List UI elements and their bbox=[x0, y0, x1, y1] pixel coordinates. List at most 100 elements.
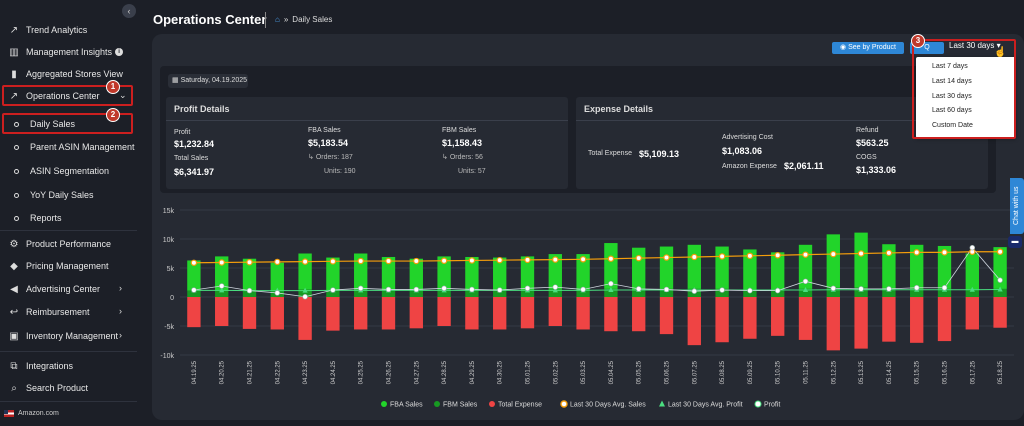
advertising-cost-label: Advertising Cost bbox=[722, 134, 773, 141]
store-selector[interactable]: Amazon.com bbox=[4, 410, 59, 417]
sidebar-subitem-label: Daily Sales bbox=[30, 119, 76, 129]
avg-profit-line bbox=[193, 288, 1001, 292]
fbm-sales-bar bbox=[242, 290, 257, 297]
dropdown-option-custom-date[interactable]: Custom Date bbox=[932, 122, 973, 129]
sidebar-subitem-parent-asin[interactable]: Parent ASIN Management bbox=[14, 140, 135, 154]
sidebar-item-advertising-center[interactable]: ◀ Advertising Center bbox=[8, 282, 100, 296]
fbm-sales-bar bbox=[854, 287, 868, 297]
x-tick-label: 04.22.25 bbox=[275, 360, 281, 384]
sidebar-item-integrations[interactable]: ⧉ Integrations bbox=[8, 359, 73, 373]
total-expense-bar bbox=[937, 297, 952, 342]
sidebar-item-management-insights[interactable]: ▥ Management Insights i bbox=[8, 45, 124, 59]
legend-label: FBM Sales bbox=[443, 402, 478, 409]
profit-point bbox=[636, 286, 642, 292]
total-expense-bar bbox=[215, 297, 229, 326]
x-tick-label: 05.10.25 bbox=[776, 360, 782, 384]
sidebar-subitem-asin-segmentation[interactable]: ASIN Segmentation bbox=[14, 164, 109, 178]
dropdown-option-last-14-days[interactable]: Last 14 days bbox=[932, 78, 972, 85]
x-tick-label: 04.28.25 bbox=[442, 360, 448, 384]
sidebar-item-label: Product Performance bbox=[26, 239, 112, 249]
chat-bubble-icon[interactable]: ▬ bbox=[1008, 236, 1022, 248]
chart-legend[interactable]: FBA Sales FBM Sales Total Expense Last 30 D… bbox=[381, 400, 780, 409]
sidebar-subitem-reports[interactable]: Reports bbox=[14, 211, 62, 225]
info-icon[interactable]: i bbox=[115, 48, 124, 56]
x-tick-label: 05.16.25 bbox=[943, 360, 949, 384]
fba-sales-bar bbox=[715, 246, 729, 289]
chevron-down-icon[interactable]: ⌄ bbox=[119, 90, 127, 100]
date-range-select[interactable]: Last 30 days ▾ bbox=[949, 41, 1001, 50]
total-expense-bar bbox=[437, 297, 451, 326]
fba-sales-bar bbox=[993, 247, 1007, 289]
chevron-right-icon[interactable]: › bbox=[119, 283, 122, 293]
total-expense-bar bbox=[604, 297, 618, 332]
avg-sales-point bbox=[746, 252, 754, 260]
fbm-sales-bar bbox=[798, 288, 813, 297]
chart-grid: 15k 10k 5k 0 -5k -10k bbox=[160, 208, 1014, 360]
breadcrumb-separator: » bbox=[283, 15, 289, 24]
profit-point bbox=[969, 244, 975, 251]
home-icon[interactable]: ⌂ bbox=[275, 15, 280, 24]
total-expense-label: Total Expense bbox=[588, 150, 632, 157]
x-tick-label: 04.25.25 bbox=[359, 360, 365, 384]
profit-point bbox=[274, 290, 281, 296]
sidebar-subitem-yoy-daily-sales[interactable]: YoY Daily Sales bbox=[14, 188, 94, 202]
bullet-icon bbox=[14, 121, 19, 127]
fba-sales-bar bbox=[937, 245, 952, 289]
fbm-sales-bar bbox=[882, 288, 896, 297]
total-expense-bar bbox=[548, 297, 562, 326]
fbm-sales-bar bbox=[548, 289, 562, 297]
chat-with-us-tab[interactable]: Chat with us bbox=[1010, 178, 1024, 234]
sidebar-item-label: Operations Center bbox=[26, 91, 100, 101]
x-tick-label: 04.21.25 bbox=[248, 360, 254, 384]
dropdown-option-last-30-days[interactable]: Last 30 days bbox=[932, 93, 972, 100]
bullet-icon bbox=[14, 215, 19, 221]
profit-point bbox=[552, 284, 558, 290]
legend-label: Last 30 Days Avg. Sales bbox=[570, 402, 646, 409]
fbm-sales-bar bbox=[715, 288, 729, 297]
sidebar-item-operations-center[interactable]: ↗ Operations Center bbox=[8, 89, 100, 103]
fbm-sales-bar bbox=[993, 288, 1007, 297]
x-tick-label: 05.14.25 bbox=[887, 360, 893, 384]
x-tick-label: 05.02.25 bbox=[553, 360, 559, 384]
total-expense-bar bbox=[576, 297, 590, 330]
profit-point bbox=[858, 286, 864, 292]
sidebar-subitem-daily-sales[interactable]: Daily Sales bbox=[14, 117, 75, 131]
x-tick-label: 05.12.25 bbox=[831, 360, 837, 384]
card-divider bbox=[166, 120, 568, 121]
see-by-product-button[interactable]: ◉ See by Product bbox=[832, 42, 904, 54]
fba-sales-bar bbox=[354, 253, 368, 291]
sidebar-item-trend-analytics[interactable]: ↗ Trend Analytics bbox=[8, 23, 87, 37]
sidebar-item-reimbursement[interactable]: ↩ Reimbursement bbox=[8, 305, 90, 319]
dropdown-option-last-7-days[interactable]: Last 7 days bbox=[932, 63, 968, 70]
fbm-sales-bar bbox=[298, 289, 312, 297]
return-icon: ↩ bbox=[9, 306, 19, 318]
chevron-right-icon[interactable]: › bbox=[119, 306, 122, 316]
fba-sales-bar bbox=[743, 249, 757, 290]
avg-sales-point bbox=[357, 257, 364, 265]
total-sales-value: $6,341.97 bbox=[174, 167, 215, 177]
sidebar-item-label: Integrations bbox=[26, 361, 74, 371]
fba-sales-bar bbox=[493, 257, 507, 291]
sidebar-item-product-performance[interactable]: ⚙ Product Performance bbox=[8, 237, 112, 251]
fbm-sales-bar bbox=[215, 290, 229, 297]
legend-swatch bbox=[381, 401, 387, 407]
sidebar-item-search-product[interactable]: ⌕ Search Product bbox=[8, 381, 88, 395]
sidebar-item-pricing-management[interactable]: ◆ Pricing Management bbox=[8, 259, 108, 273]
avg-sales-point bbox=[941, 249, 948, 256]
collapse-sidebar-button[interactable]: ‹ bbox=[122, 4, 136, 18]
legend-label: Profit bbox=[764, 402, 780, 409]
total-expense-bar bbox=[326, 297, 340, 331]
amazon-expense-value: $2,061.11 bbox=[784, 161, 824, 171]
avg-sales-point bbox=[830, 250, 837, 258]
annotation-badge-2: 2 bbox=[106, 108, 120, 122]
fbm-sales-bar bbox=[437, 290, 451, 297]
breadcrumb: ⌂ » Daily Sales bbox=[275, 15, 332, 24]
dropdown-option-last-60-days[interactable]: Last 60 days bbox=[932, 107, 972, 114]
legend-swatch bbox=[560, 400, 568, 408]
legend-swatch bbox=[434, 401, 440, 407]
sidebar-item-inventory-management[interactable]: ▣ Inventory Management bbox=[8, 329, 118, 343]
eye-icon: ◉ bbox=[840, 44, 847, 51]
sidebar-item-aggregated-stores-view[interactable]: ▮ Aggregated Stores View bbox=[8, 67, 123, 81]
chevron-right-icon[interactable]: › bbox=[119, 330, 122, 340]
date-range-value: Last 30 days bbox=[949, 41, 995, 50]
